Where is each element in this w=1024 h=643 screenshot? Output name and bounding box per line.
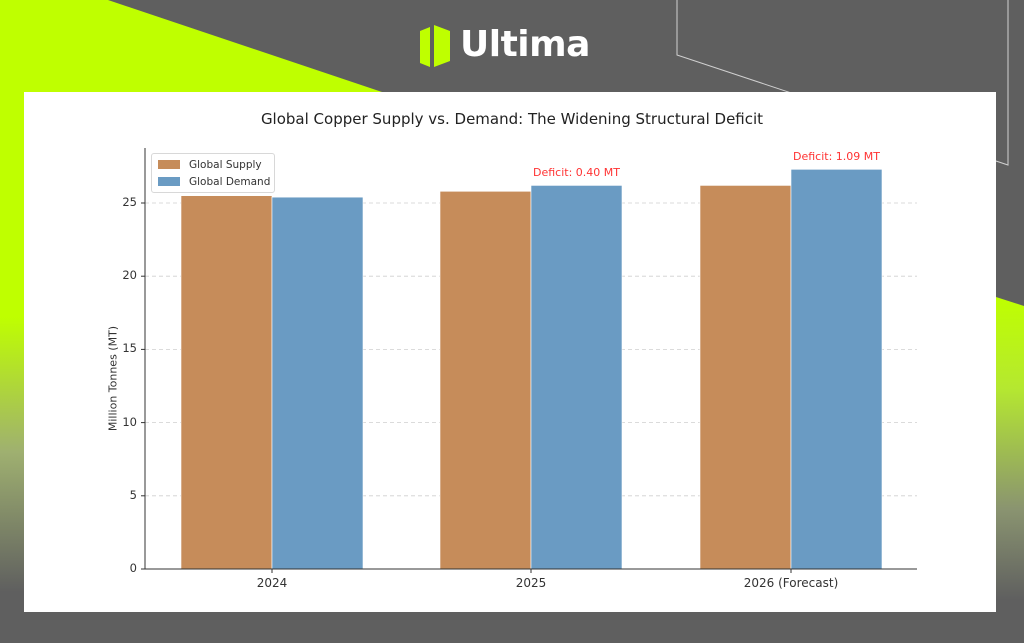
deficit-annotation: Deficit: 0.40 MT xyxy=(533,166,620,180)
demand-swatch xyxy=(158,177,180,186)
y-tick-label: 0 xyxy=(129,561,137,575)
supply-bar xyxy=(699,185,792,570)
legend-item-demand: Global Demand xyxy=(152,173,274,190)
brand-name: Ultima xyxy=(460,24,590,65)
demand-bar xyxy=(271,196,364,570)
chart-legend: Global Supply Global Demand xyxy=(151,153,275,193)
supply-bar xyxy=(180,195,273,570)
x-tick-label: 2024 xyxy=(256,576,288,590)
chart-title: Global Copper Supply vs. Demand: The Wid… xyxy=(260,110,764,128)
ultima-logo-icon xyxy=(420,25,450,67)
y-tick-label: 10 xyxy=(122,414,137,429)
y-tick-label: 5 xyxy=(129,487,137,502)
deficit-annotation: Deficit: 1.09 MT xyxy=(793,150,880,164)
x-tick-label: 2026 (Forecast) xyxy=(743,576,839,590)
supply-swatch xyxy=(158,160,180,169)
supply-bar xyxy=(439,190,532,570)
y-tick-label: 20 xyxy=(122,268,137,283)
y-tick-label: 15 xyxy=(122,341,137,356)
legend-label-supply: Global Supply xyxy=(189,158,262,171)
x-tick-label: 2025 xyxy=(515,576,547,590)
legend-item-supply: Global Supply xyxy=(152,156,274,173)
legend-label-demand: Global Demand xyxy=(189,175,271,188)
ultima-logo: Ultima xyxy=(418,22,590,68)
demand-bar xyxy=(790,169,883,570)
demand-bar xyxy=(530,185,623,570)
y-tick-label: 25 xyxy=(122,195,137,209)
